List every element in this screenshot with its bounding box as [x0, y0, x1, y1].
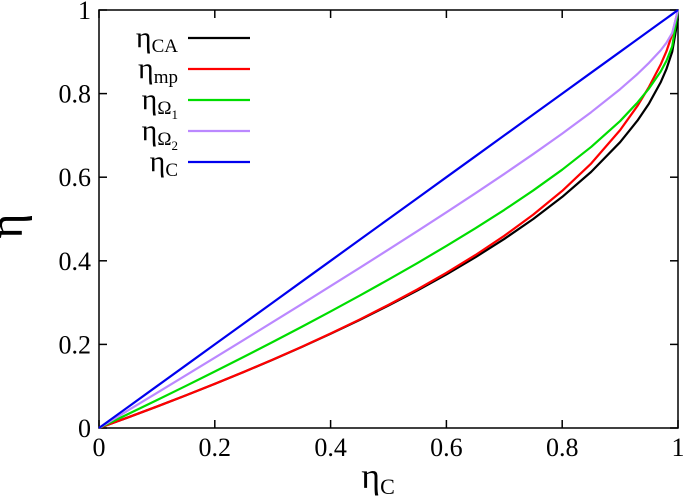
y-axis-label: η: [0, 213, 33, 238]
x-tick-label: 1: [672, 433, 685, 462]
y-tick-label: 1: [78, 0, 91, 25]
legend-label-5: ηC: [150, 145, 178, 181]
x-axis-label-sub: C: [380, 474, 395, 499]
y-tick-label: 0.4: [59, 247, 92, 276]
x-tick-label: 0.4: [314, 433, 347, 462]
legend-label-sub: Ω: [157, 129, 171, 150]
x-tick-label: 0.8: [546, 433, 579, 462]
legend-label-2: ηmp: [138, 52, 178, 88]
legend-label-sub: mp: [154, 67, 178, 88]
y-tick-label: 0.8: [59, 80, 92, 109]
x-axis-label-main: η: [361, 456, 380, 496]
x-tick-label: 0.2: [199, 433, 232, 462]
legend-label-subsub: 1: [172, 107, 179, 122]
series-line-3: [98, 9, 680, 429]
legend-label-main: η: [136, 21, 152, 54]
legend-label-main: η: [142, 114, 158, 147]
legend-label-subsub: 2: [172, 138, 179, 153]
x-tick-label: 0: [93, 433, 106, 462]
legend-label-main: η: [142, 83, 158, 116]
legend-label-4: ηΩ2: [142, 114, 178, 153]
x-tick-label: 0.6: [430, 433, 463, 462]
x-axis-label: ηC: [361, 456, 395, 499]
y-tick-label: 0: [78, 414, 91, 443]
legend-label-sub: Ω: [157, 98, 171, 119]
legend-label-main: η: [150, 145, 166, 178]
series-layer: [98, 9, 680, 430]
legend-label-main: η: [138, 52, 154, 85]
y-tick-label: 0.6: [59, 163, 92, 192]
axis-ticks: 0 0.2 0.4 0.6 0.8 1 0 0.2 0.4 0.6 0.8 1: [59, 0, 685, 462]
series-line-4: [98, 9, 680, 429]
series-line-5: [98, 9, 679, 429]
y-tick-label: 0.2: [59, 330, 92, 359]
plot-frame: [98, 9, 679, 429]
legend-label-sub: CA: [152, 36, 179, 57]
legend-label-1: ηCA: [136, 21, 178, 57]
legend-label-3: ηΩ1: [142, 83, 178, 122]
legend-label-sub: C: [165, 160, 178, 181]
